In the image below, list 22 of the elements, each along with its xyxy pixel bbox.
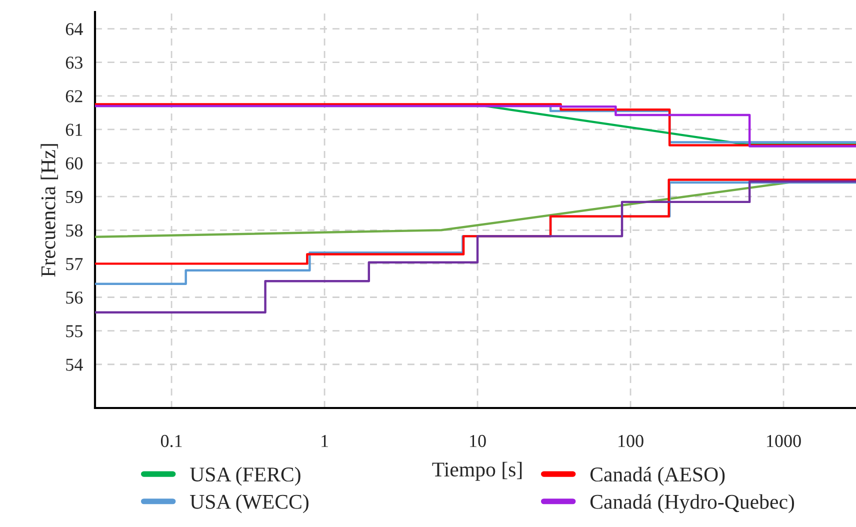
- y-tick-label: 64: [66, 23, 83, 36]
- legend-label: USA (FERC): [190, 466, 300, 486]
- y-tick-label: 55: [66, 325, 82, 338]
- x-axis-title: Tiempo [s]: [432, 462, 522, 481]
- x-tick-label: 1: [322, 435, 328, 447]
- y-tick-label: 58: [66, 224, 83, 237]
- legend-label: USA (WECC): [190, 494, 308, 514]
- y-tick-label: 57: [66, 258, 83, 270]
- x-tick-label: 10: [470, 434, 486, 448]
- y-tick-label: 54: [66, 358, 83, 371]
- legend-label: Canadá (Hydro-Quebec): [590, 494, 794, 514]
- y-tick-label: 59: [66, 190, 82, 204]
- y-tick-label: 63: [66, 56, 82, 69]
- y-axis-title: Frecuencia [Hz]: [40, 144, 58, 277]
- x-tick-label: 100: [618, 434, 644, 448]
- x-tick-label: 1000: [767, 434, 801, 448]
- y-tick-label: 56: [66, 292, 83, 304]
- x-tick-label: 0.1: [160, 434, 182, 448]
- y-tick-label: 62: [66, 90, 82, 102]
- y-tick-label: 60: [66, 157, 83, 170]
- legend-label: Canadá (AESO): [590, 466, 725, 486]
- y-tick-label: 61: [66, 124, 82, 136]
